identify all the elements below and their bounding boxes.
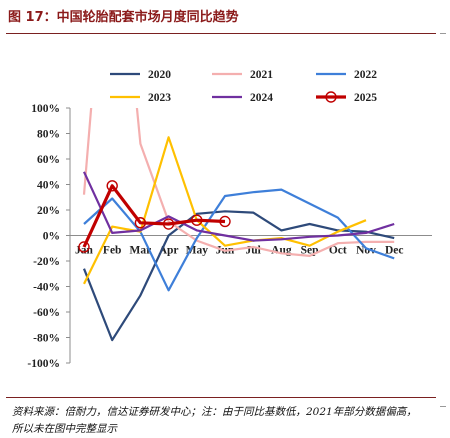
y-tick-label: -20% [33, 256, 60, 268]
point-marker-2025 [191, 214, 203, 226]
y-tick-label: 60% [37, 154, 60, 166]
figure-title: 图 17：中国轮胎配套市场月度同比趋势 [8, 10, 239, 25]
x-tick-label: Oct [329, 245, 347, 257]
point-marker-2025 [162, 218, 175, 230]
y-tick-label: 40% [37, 180, 60, 192]
footer-divider [6, 397, 436, 398]
legend-label-2020: 2020 [148, 69, 171, 81]
marker-layer [78, 180, 231, 253]
y-tick-label: 100% [31, 103, 60, 115]
legend-label-2022: 2022 [354, 69, 377, 81]
y-tick-label: -80% [33, 333, 60, 345]
point-marker-2025 [134, 217, 147, 229]
legend-label-2021: 2021 [250, 69, 273, 81]
point-marker-2025 [219, 215, 231, 228]
legend-label-2025: 2025 [354, 92, 377, 104]
point-marker-2025 [78, 241, 90, 253]
y-tick-label: -100% [27, 358, 60, 370]
series-line-2024 [83, 171, 395, 242]
legend-label-2023: 2023 [148, 92, 171, 104]
series-line-2022 [83, 188, 395, 292]
title-divider [6, 33, 436, 34]
line-chart: 2020 2021 2022 2023 2024 2025 100% 80% 60% 40% 20… [27, 69, 432, 370]
legend-marker-2025 [325, 91, 337, 103]
series-line-2023 [83, 136, 367, 285]
y-tick-label: 20% [37, 205, 60, 217]
x-tick-label: Dec [385, 245, 404, 257]
y-axis: 100% 80% 60% 40% 20% 0% -20% -40% -60% -80% -100% [27, 103, 71, 370]
x-axis: Jan Feb Mar Apr May Jun Jul Aug Sep Oct Nov Dec [75, 245, 403, 257]
source-note: 资料来源：倍耐力，信达证券研发中心；注：由于同比基数低，2021年部分数据偏高，… [12, 406, 417, 435]
x-tick-label: Feb [103, 245, 122, 257]
y-tick-label: 80% [37, 129, 60, 141]
chart-legend: 2020 2021 2022 2023 2024 2025 [110, 69, 377, 104]
margin-dash-top [440, 33, 446, 34]
y-tick-label: -40% [33, 282, 60, 294]
y-tick-label: -60% [33, 307, 60, 319]
x-tick-label: Nov [356, 245, 376, 257]
x-tick-label: Mar [130, 245, 152, 257]
point-marker-2025 [106, 180, 118, 192]
margin-dash-bottom [440, 406, 446, 407]
y-tick-label: 0% [43, 231, 60, 243]
series-layer [82, 108, 395, 342]
series-line-2021 [82, 108, 395, 257]
legend-label-2024: 2024 [250, 92, 273, 104]
